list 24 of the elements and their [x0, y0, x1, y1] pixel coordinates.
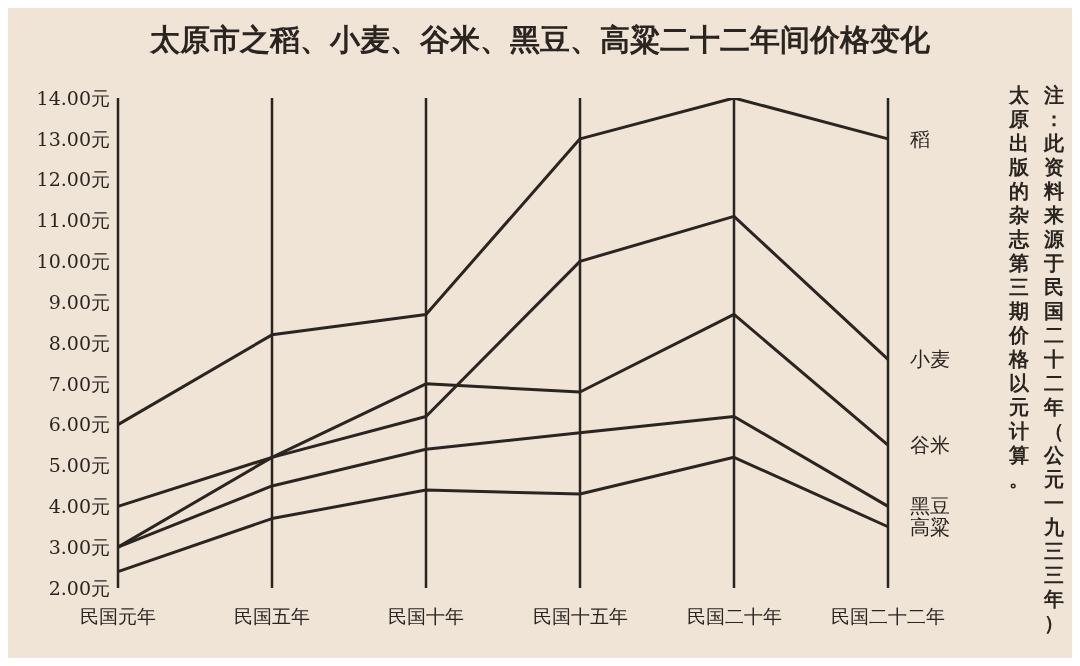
- y-tick-label: 2.00元: [48, 576, 110, 599]
- x-tick-label: 民国二十年: [686, 605, 782, 628]
- y-tick-label: 8.00元: [48, 331, 110, 354]
- text: 注：此资料来源于民国二十二年（公元一九三三年）太原出版的杂志第三期价格以元计算。: [1008, 83, 1064, 635]
- x-tick-label: 民国五年: [234, 605, 310, 628]
- x-tick-label: 民国十五年: [532, 605, 628, 628]
- x-tick-label: 民国元年: [80, 605, 156, 628]
- series-label: 谷米: [910, 433, 950, 458]
- y-tick-label: 10.00元: [36, 250, 110, 273]
- y-tick-label: 11.00元: [36, 209, 110, 232]
- series-label: 小麦: [910, 347, 950, 372]
- series-label: 稻: [910, 126, 930, 151]
- y-tick-label: 3.00元: [48, 535, 110, 558]
- chart-title: 太原市之稻、小麦、谷米、黑豆、高粱二十二年间价格变化: [148, 21, 931, 59]
- y-tick-label: 13.00元: [36, 127, 110, 150]
- x-tick-label: 民国二十二年: [831, 605, 945, 628]
- y-tick-label: 12.00元: [36, 168, 110, 191]
- y-tick-label: 6.00元: [48, 413, 110, 436]
- y-tick-label: 14.00元: [36, 86, 110, 109]
- x-tick-label: 民国十年: [388, 605, 464, 628]
- y-tick-label: 9.00元: [48, 290, 110, 313]
- y-tick-label: 5.00元: [48, 454, 110, 477]
- y-tick-label: 4.00元: [48, 495, 110, 518]
- y-tick-label: 7.00元: [48, 372, 110, 395]
